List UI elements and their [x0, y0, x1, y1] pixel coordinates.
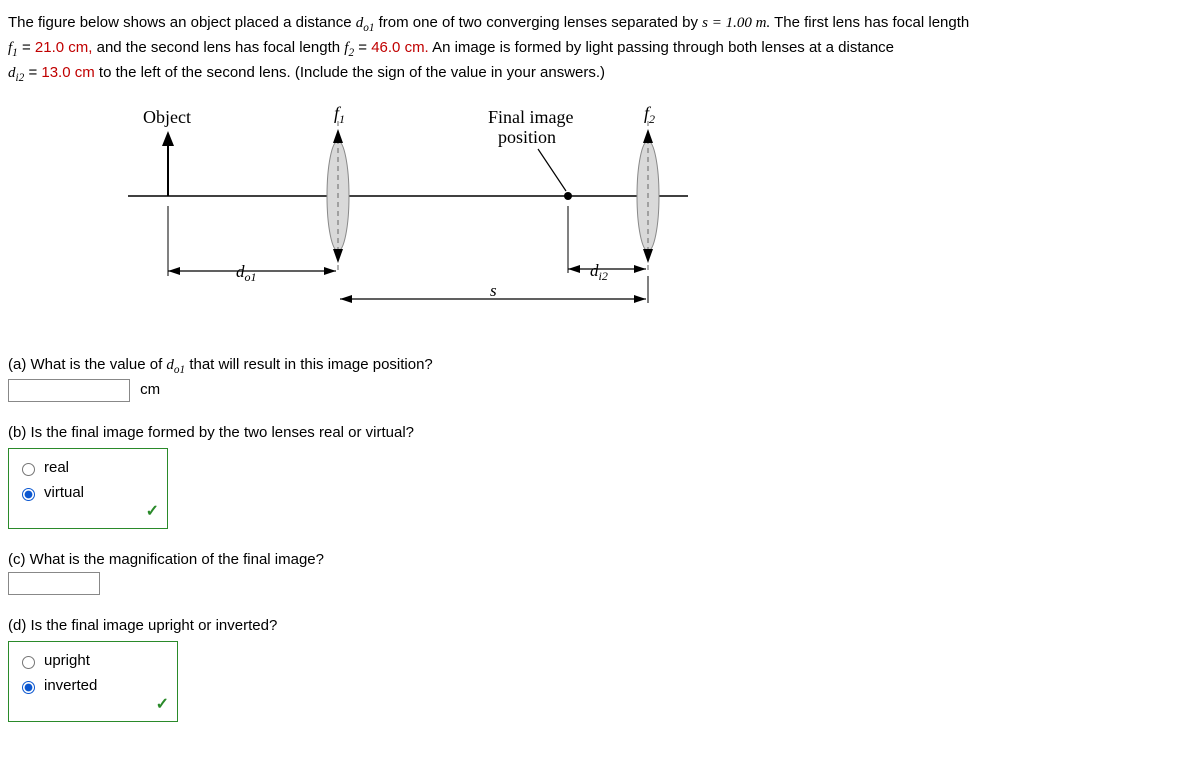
- radio-label-upright: upright: [44, 650, 90, 673]
- part-c: (c) What is the magnification of the fin…: [8, 549, 1192, 595]
- lens-1: [327, 121, 349, 271]
- val-f2: 46.0 cm.: [371, 39, 429, 56]
- eq-sign: =: [28, 64, 41, 81]
- label-final-image-2: position: [498, 127, 556, 147]
- label-do1: do1: [236, 262, 257, 284]
- label-s: s: [490, 281, 497, 300]
- part-a-q: (a) What is the value of do1 that will r…: [8, 356, 433, 373]
- label-object: Object: [143, 107, 191, 127]
- label-final-image-1: Final image: [488, 107, 573, 127]
- label-f1: f1: [334, 103, 345, 126]
- text: and the second lens has focal length: [97, 39, 345, 56]
- label-f2: f2: [644, 103, 655, 126]
- eq-sign: =: [22, 39, 35, 56]
- radio-label-real: real: [44, 457, 69, 480]
- text: to the left of the second lens. (Include…: [99, 64, 605, 81]
- text: The figure below shows an object placed …: [8, 14, 356, 31]
- radio-label-virtual: virtual: [44, 482, 84, 505]
- part-d-q: (d) Is the final image upright or invert…: [8, 617, 277, 634]
- radio-d-upright[interactable]: [22, 656, 35, 669]
- radio-b-virtual[interactable]: [22, 488, 35, 501]
- part-b-q: (b) Is the final image formed by the two…: [8, 424, 414, 441]
- text: The first lens has focal length: [774, 14, 969, 31]
- var-f2: f2: [344, 40, 354, 56]
- problem-statement: The figure below shows an object placed …: [8, 12, 1192, 87]
- radio-group-d: upright inverted ✓: [8, 641, 178, 722]
- answer-input-c[interactable]: [8, 572, 100, 595]
- radio-group-b: real virtual ✓: [8, 448, 168, 529]
- var-f1: f1: [8, 40, 18, 56]
- part-c-q: (c) What is the magnification of the fin…: [8, 551, 324, 568]
- text: from one of two converging lenses separa…: [379, 14, 703, 31]
- part-b: (b) Is the final image formed by the two…: [8, 422, 1192, 530]
- check-icon: ✓: [146, 500, 159, 524]
- optics-figure: Object f1 f2 Final image position do1 di…: [118, 101, 1192, 326]
- part-d: (d) Is the final image upright or invert…: [8, 615, 1192, 723]
- radio-d-inverted[interactable]: [22, 681, 35, 694]
- lens-2: [637, 121, 659, 271]
- check-icon: ✓: [156, 693, 169, 717]
- answer-input-a[interactable]: [8, 379, 130, 402]
- eq-s: s = 1.00 m.: [702, 15, 770, 31]
- radio-b-real[interactable]: [22, 463, 35, 476]
- label-di2: di2: [590, 261, 608, 283]
- part-a: (a) What is the value of do1 that will r…: [8, 354, 1192, 402]
- var-di2: di2: [8, 65, 24, 81]
- var-do1: do1: [356, 15, 375, 31]
- unit-cm: cm: [140, 381, 160, 398]
- eq-sign: =: [358, 39, 371, 56]
- text: An image is formed by light passing thro…: [432, 39, 894, 56]
- val-di2: 13.0 cm: [41, 64, 94, 81]
- val-f1: 21.0 cm,: [35, 39, 93, 56]
- radio-label-inverted: inverted: [44, 675, 97, 698]
